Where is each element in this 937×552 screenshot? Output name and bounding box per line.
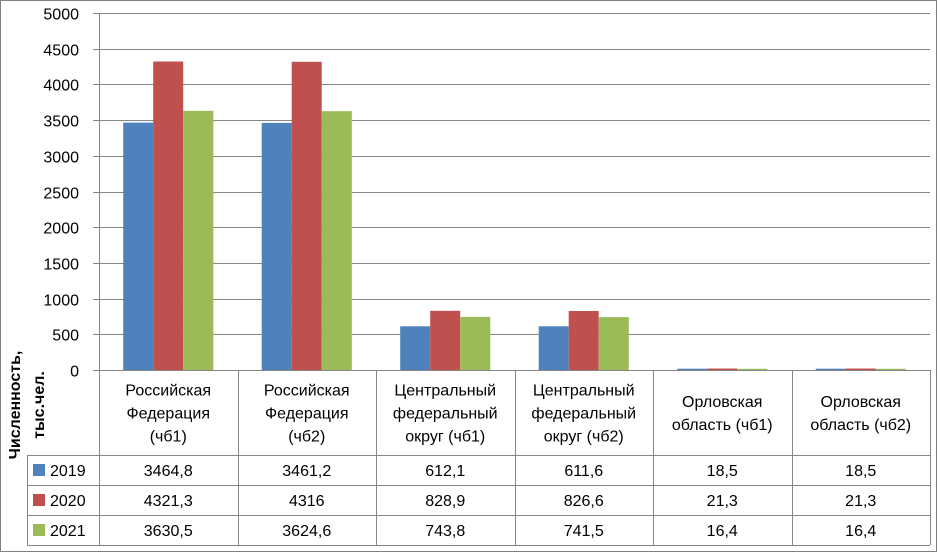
bar-2019-5 — [815, 368, 846, 370]
category-label: Центральный — [533, 383, 635, 400]
category-label: область (чб2) — [810, 417, 911, 434]
bar-2019-1 — [261, 122, 292, 371]
data-label: 743,8 — [425, 523, 465, 540]
bar-2019-4 — [677, 368, 708, 370]
data-label: 3464,8 — [144, 463, 193, 480]
bar-2021-3 — [598, 317, 629, 370]
data-label: 741,5 — [564, 523, 604, 540]
data-label: 3630,5 — [144, 523, 193, 540]
legend-label: 2020 — [50, 493, 86, 510]
y-axis-label: Численность, — [7, 351, 24, 460]
category-label: Российская — [264, 383, 350, 400]
category-label: область (чб1) — [672, 417, 773, 434]
bar-2021-0 — [183, 110, 214, 371]
category-label: Федерация — [265, 406, 349, 423]
y-tick-label: 1500 — [43, 257, 79, 274]
category-label: (чб1) — [150, 429, 187, 446]
category-label: Центральный — [394, 383, 496, 400]
category-label: округ (чб2) — [544, 429, 624, 446]
legend-swatch-2021 — [33, 524, 45, 536]
bar-2020-5 — [845, 368, 876, 370]
category-label: федеральный — [393, 406, 498, 423]
bar-2021-4 — [737, 368, 768, 370]
y-tick-label: 5000 — [43, 7, 79, 24]
y-tick-label: 3500 — [43, 114, 79, 131]
y-tick-label: 4500 — [43, 43, 79, 60]
y-tick-label: 1000 — [43, 293, 79, 310]
bar-2020-2 — [430, 310, 461, 370]
data-label: 611,6 — [564, 463, 603, 480]
data-label: 18,5 — [845, 463, 876, 480]
legend-swatch-2019 — [33, 464, 45, 476]
bar-2021-1 — [321, 111, 352, 370]
y-tick-label: 500 — [52, 328, 79, 345]
data-label: 3461,2 — [282, 463, 331, 480]
y-tick-label: 2000 — [43, 221, 79, 238]
data-label: 826,6 — [564, 493, 604, 510]
y-tick-label: 2500 — [43, 186, 79, 203]
bar-2020-3 — [568, 311, 599, 370]
data-label: 16,4 — [707, 523, 738, 540]
legend-swatch-2020 — [33, 494, 45, 506]
y-tick-label: 3000 — [43, 150, 79, 167]
data-label: 21,3 — [845, 493, 876, 510]
legend-label: 2019 — [50, 463, 86, 480]
category-label: (чб2) — [288, 429, 325, 446]
category-label: Федерация — [126, 406, 210, 423]
y-axis-label: тыс.чел. — [31, 371, 48, 439]
data-label: 21,3 — [707, 493, 738, 510]
y-tick-label: 0 — [70, 364, 79, 381]
data-label: 612,1 — [425, 463, 465, 480]
bar-2019-2 — [400, 326, 431, 370]
bar-2019-3 — [538, 326, 569, 370]
data-label: 18,5 — [707, 463, 738, 480]
category-label: округ (чб1) — [405, 429, 485, 446]
category-label: федеральный — [531, 406, 636, 423]
data-label: 4316 — [289, 493, 325, 510]
bar-2021-2 — [460, 316, 491, 370]
bar-2020-4 — [707, 368, 738, 370]
bar-2021-5 — [875, 368, 906, 370]
data-label: 3624,6 — [282, 523, 331, 540]
legend-label: 2021 — [50, 523, 86, 540]
y-tick-label: 4000 — [43, 78, 79, 95]
bar-2020-0 — [153, 61, 184, 370]
category-label: Российская — [125, 383, 211, 400]
data-label: 828,9 — [425, 493, 465, 510]
data-label: 16,4 — [845, 523, 876, 540]
data-label: 4321,3 — [144, 493, 193, 510]
category-label: Орловская — [821, 394, 901, 411]
bar-2019-0 — [123, 122, 154, 370]
bar-2020-1 — [291, 61, 322, 371]
category-label: Орловская — [682, 394, 762, 411]
